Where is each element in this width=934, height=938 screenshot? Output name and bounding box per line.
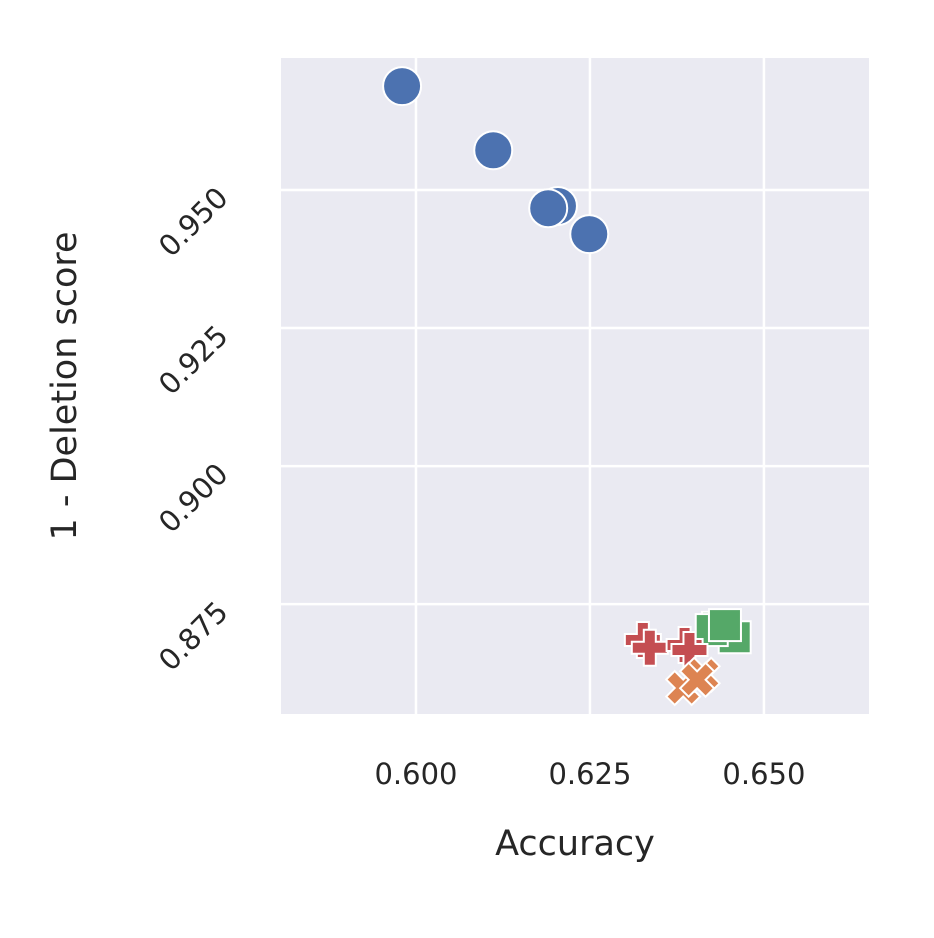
y-tick-label: 0.950 (152, 181, 235, 264)
y-tick-label: 0.875 (152, 595, 235, 678)
point (707, 608, 742, 643)
point (630, 628, 669, 667)
y-tick-label: 0.925 (152, 319, 235, 402)
point (569, 214, 610, 255)
scatter-point (382, 66, 423, 107)
y-tick-label: 0.900 (152, 457, 235, 540)
scatter-point (630, 628, 669, 667)
point (473, 130, 514, 171)
scatter-point (473, 130, 514, 171)
point (382, 66, 423, 107)
point (528, 188, 569, 229)
x-axis-label: Accuracy (495, 824, 655, 864)
scatter-point (528, 188, 569, 229)
scatter-point (678, 661, 716, 699)
point (678, 661, 716, 699)
plot-area (281, 58, 869, 714)
x-tick-label: 0.650 (722, 757, 805, 791)
scatter-point (707, 608, 742, 643)
x-tick-label: 0.600 (374, 757, 457, 791)
scatter-point (569, 214, 610, 255)
x-tick-label: 0.625 (548, 757, 631, 791)
y-axis-label: 1 - Deletion score (45, 231, 85, 540)
